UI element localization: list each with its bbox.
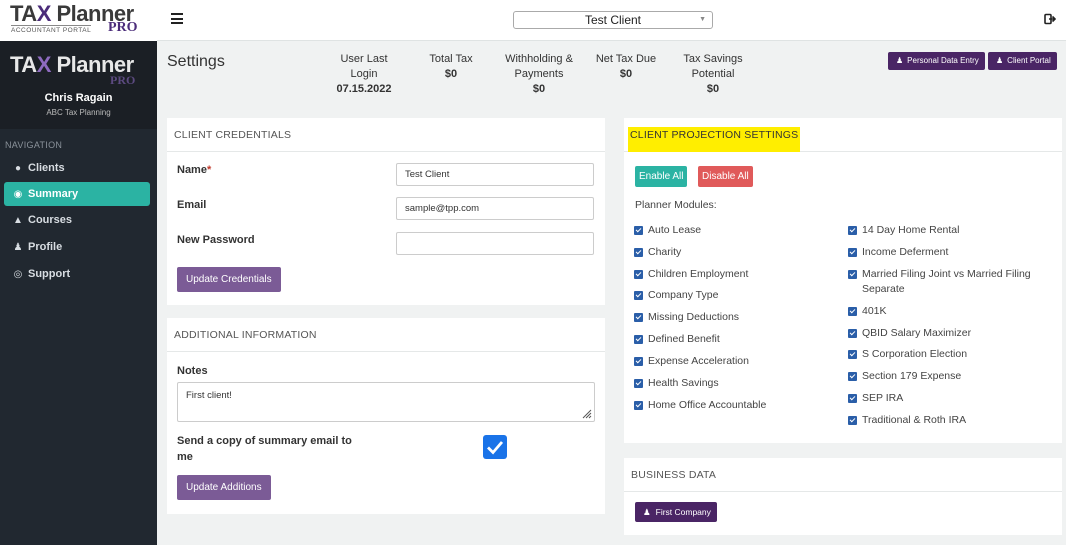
page-title: Settings — [167, 53, 225, 70]
business-data-heading: BUSINESS DATA — [624, 458, 1062, 492]
checkbox-checked-icon[interactable] — [634, 226, 643, 235]
notes-label: Notes — [177, 365, 208, 377]
enable-all-button[interactable]: Enable All — [635, 166, 688, 187]
module-checkbox[interactable]: Children Employment — [634, 267, 748, 282]
module-checkbox[interactable]: Company Type — [634, 288, 718, 303]
module-checkbox[interactable]: 401K — [848, 304, 887, 319]
notes-textarea[interactable]: First client! — [177, 382, 595, 422]
logo-pro: PRO — [108, 20, 138, 35]
email-input[interactable]: sample@tpp.com — [396, 197, 594, 220]
sidebar-item-support[interactable]: ◎ Support — [4, 262, 150, 286]
planner-modules-label: Planner Modules: — [635, 199, 717, 211]
user-icon: ♟ — [996, 56, 1004, 65]
email-label: Email — [177, 199, 207, 211]
client-projection-heading: CLIENT PROJECTION SETTINGS — [628, 127, 801, 152]
module-checkbox[interactable]: Section 179 Expense — [848, 369, 961, 384]
disable-all-button[interactable]: Disable All — [698, 166, 753, 187]
life-ring-icon: ◎ — [13, 269, 23, 280]
checkbox-checked-icon[interactable] — [848, 394, 857, 403]
checkbox-checked-icon[interactable] — [634, 335, 643, 344]
module-checkbox[interactable]: Missing Deductions — [634, 310, 739, 325]
logout-icon[interactable] — [1044, 13, 1056, 25]
checkbox-checked-icon[interactable] — [634, 291, 643, 300]
graduation-cap-icon: ▲ — [13, 215, 23, 226]
module-checkbox[interactable]: Expense Acceleration — [634, 354, 749, 369]
client-credentials-panel: CLIENT CREDENTIALS Name* Test Client Ema… — [167, 118, 605, 305]
stat-tax-savings: Tax Savings Potential $0 — [683, 53, 743, 95]
checkbox-checked-icon[interactable] — [634, 357, 643, 366]
client-credentials-heading: CLIENT CREDENTIALS — [167, 118, 605, 152]
stat-net-tax-due: Net Tax Due $0 — [595, 53, 657, 80]
additional-information-heading: ADDITIONAL INFORMATION — [167, 318, 605, 352]
sidebar-item-profile[interactable]: ♟ Profile — [4, 235, 150, 259]
new-password-input[interactable] — [396, 232, 594, 255]
business-data-panel: BUSINESS DATA ♟ First Company — [624, 458, 1062, 535]
module-checkbox[interactable]: 14 Day Home Rental — [848, 223, 959, 238]
logo-subtitle: ACCOUNTANT PORTAL — [11, 25, 92, 34]
header-logo[interactable]: TAX Planner ACCOUNTANT PORTAL PRO — [0, 0, 157, 41]
resize-grip-icon[interactable] — [580, 407, 592, 419]
module-checkbox[interactable]: Auto Lease — [634, 223, 701, 238]
sidebar-logo: TAX Planner PRO Chris Ragain ABC Tax Pla… — [0, 41, 157, 129]
module-checkbox[interactable]: Health Savings — [634, 376, 719, 391]
user-name: Chris Ragain — [44, 92, 113, 104]
module-checkbox[interactable]: QBID Salary Maximizer — [848, 326, 971, 341]
sidebar-item-summary[interactable]: ◉ Summary — [4, 182, 150, 206]
module-checkbox[interactable]: S Corporation Election — [848, 347, 967, 362]
module-checkbox[interactable]: Income Deferment — [848, 245, 948, 260]
checkbox-checked-icon[interactable] — [848, 416, 857, 425]
additional-information-panel: ADDITIONAL INFORMATION Notes First clien… — [167, 318, 605, 514]
new-password-label: New Password — [177, 234, 255, 246]
sidebar: TAX Planner PRO Chris Ragain ABC Tax Pla… — [0, 41, 157, 545]
chevron-down-icon: ▼ — [699, 16, 706, 23]
module-checkbox[interactable]: Married Filing Joint vs Married Filing Se… — [848, 267, 1052, 297]
stat-withholding: Withholding & Payments $0 — [505, 53, 573, 95]
user-icon: ♟ — [896, 56, 904, 65]
stat-user-last-login: User Last Login 07.15.2022 — [336, 53, 392, 95]
client-portal-button[interactable]: ♟ Client Portal — [988, 52, 1057, 70]
checkbox-checked-icon[interactable] — [848, 226, 857, 235]
sidebar-item-courses[interactable]: ▲ Courses — [4, 208, 150, 232]
checkbox-checked-icon[interactable] — [848, 329, 857, 338]
checkbox-checked-icon[interactable] — [634, 401, 643, 410]
update-credentials-button[interactable]: Update Credentials — [177, 267, 281, 292]
client-select[interactable]: Test Client ▼ — [513, 11, 713, 29]
checkbox-checked-icon[interactable] — [848, 350, 857, 359]
checkbox-checked-icon[interactable] — [848, 270, 857, 279]
menu-toggle-icon[interactable] — [171, 13, 183, 24]
checkbox-checked-icon[interactable] — [848, 372, 857, 381]
send-copy-checkbox[interactable] — [483, 435, 507, 459]
module-checkbox[interactable]: Charity — [634, 245, 681, 260]
user-icon: ♟ — [13, 242, 23, 253]
client-projection-settings-panel: CLIENT PROJECTION SETTINGS Enable All Di… — [624, 118, 1062, 443]
stat-total-tax: Total Tax $0 — [429, 53, 473, 80]
checkbox-checked-icon[interactable] — [634, 270, 643, 279]
user-icon: ♟ — [643, 507, 651, 517]
users-icon: ● — [14, 163, 22, 174]
checkbox-checked-icon[interactable] — [634, 379, 643, 388]
checkbox-checked-icon[interactable] — [848, 307, 857, 316]
module-checkbox[interactable]: SEP IRA — [848, 391, 903, 406]
checkbox-checked-icon[interactable] — [848, 248, 857, 257]
checkbox-checked-icon[interactable] — [634, 248, 643, 257]
module-checkbox[interactable]: Defined Benefit — [634, 332, 720, 347]
send-copy-label: Send a copy of summary email to me — [177, 435, 352, 463]
personal-data-entry-button[interactable]: ♟ Personal Data Entry — [888, 52, 985, 70]
check-icon — [487, 441, 504, 455]
sidebar-item-clients[interactable]: ● Clients — [4, 156, 150, 180]
name-label: Name* — [177, 164, 212, 176]
checkbox-checked-icon[interactable] — [634, 313, 643, 322]
name-input[interactable]: Test Client — [396, 163, 594, 186]
nav-label: NAVIGATION — [5, 140, 63, 150]
company-name: ABC Tax Planning — [46, 108, 111, 117]
first-company-button[interactable]: ♟ First Company — [635, 502, 717, 522]
module-checkbox[interactable]: Traditional & Roth IRA — [848, 413, 966, 428]
top-bar: TAX Planner ACCOUNTANT PORTAL PRO Test C… — [0, 0, 1066, 41]
update-additions-button[interactable]: Update Additions — [177, 475, 271, 500]
module-checkbox[interactable]: Home Office Accountable — [634, 398, 766, 413]
dashboard-icon: ◉ — [13, 189, 23, 200]
